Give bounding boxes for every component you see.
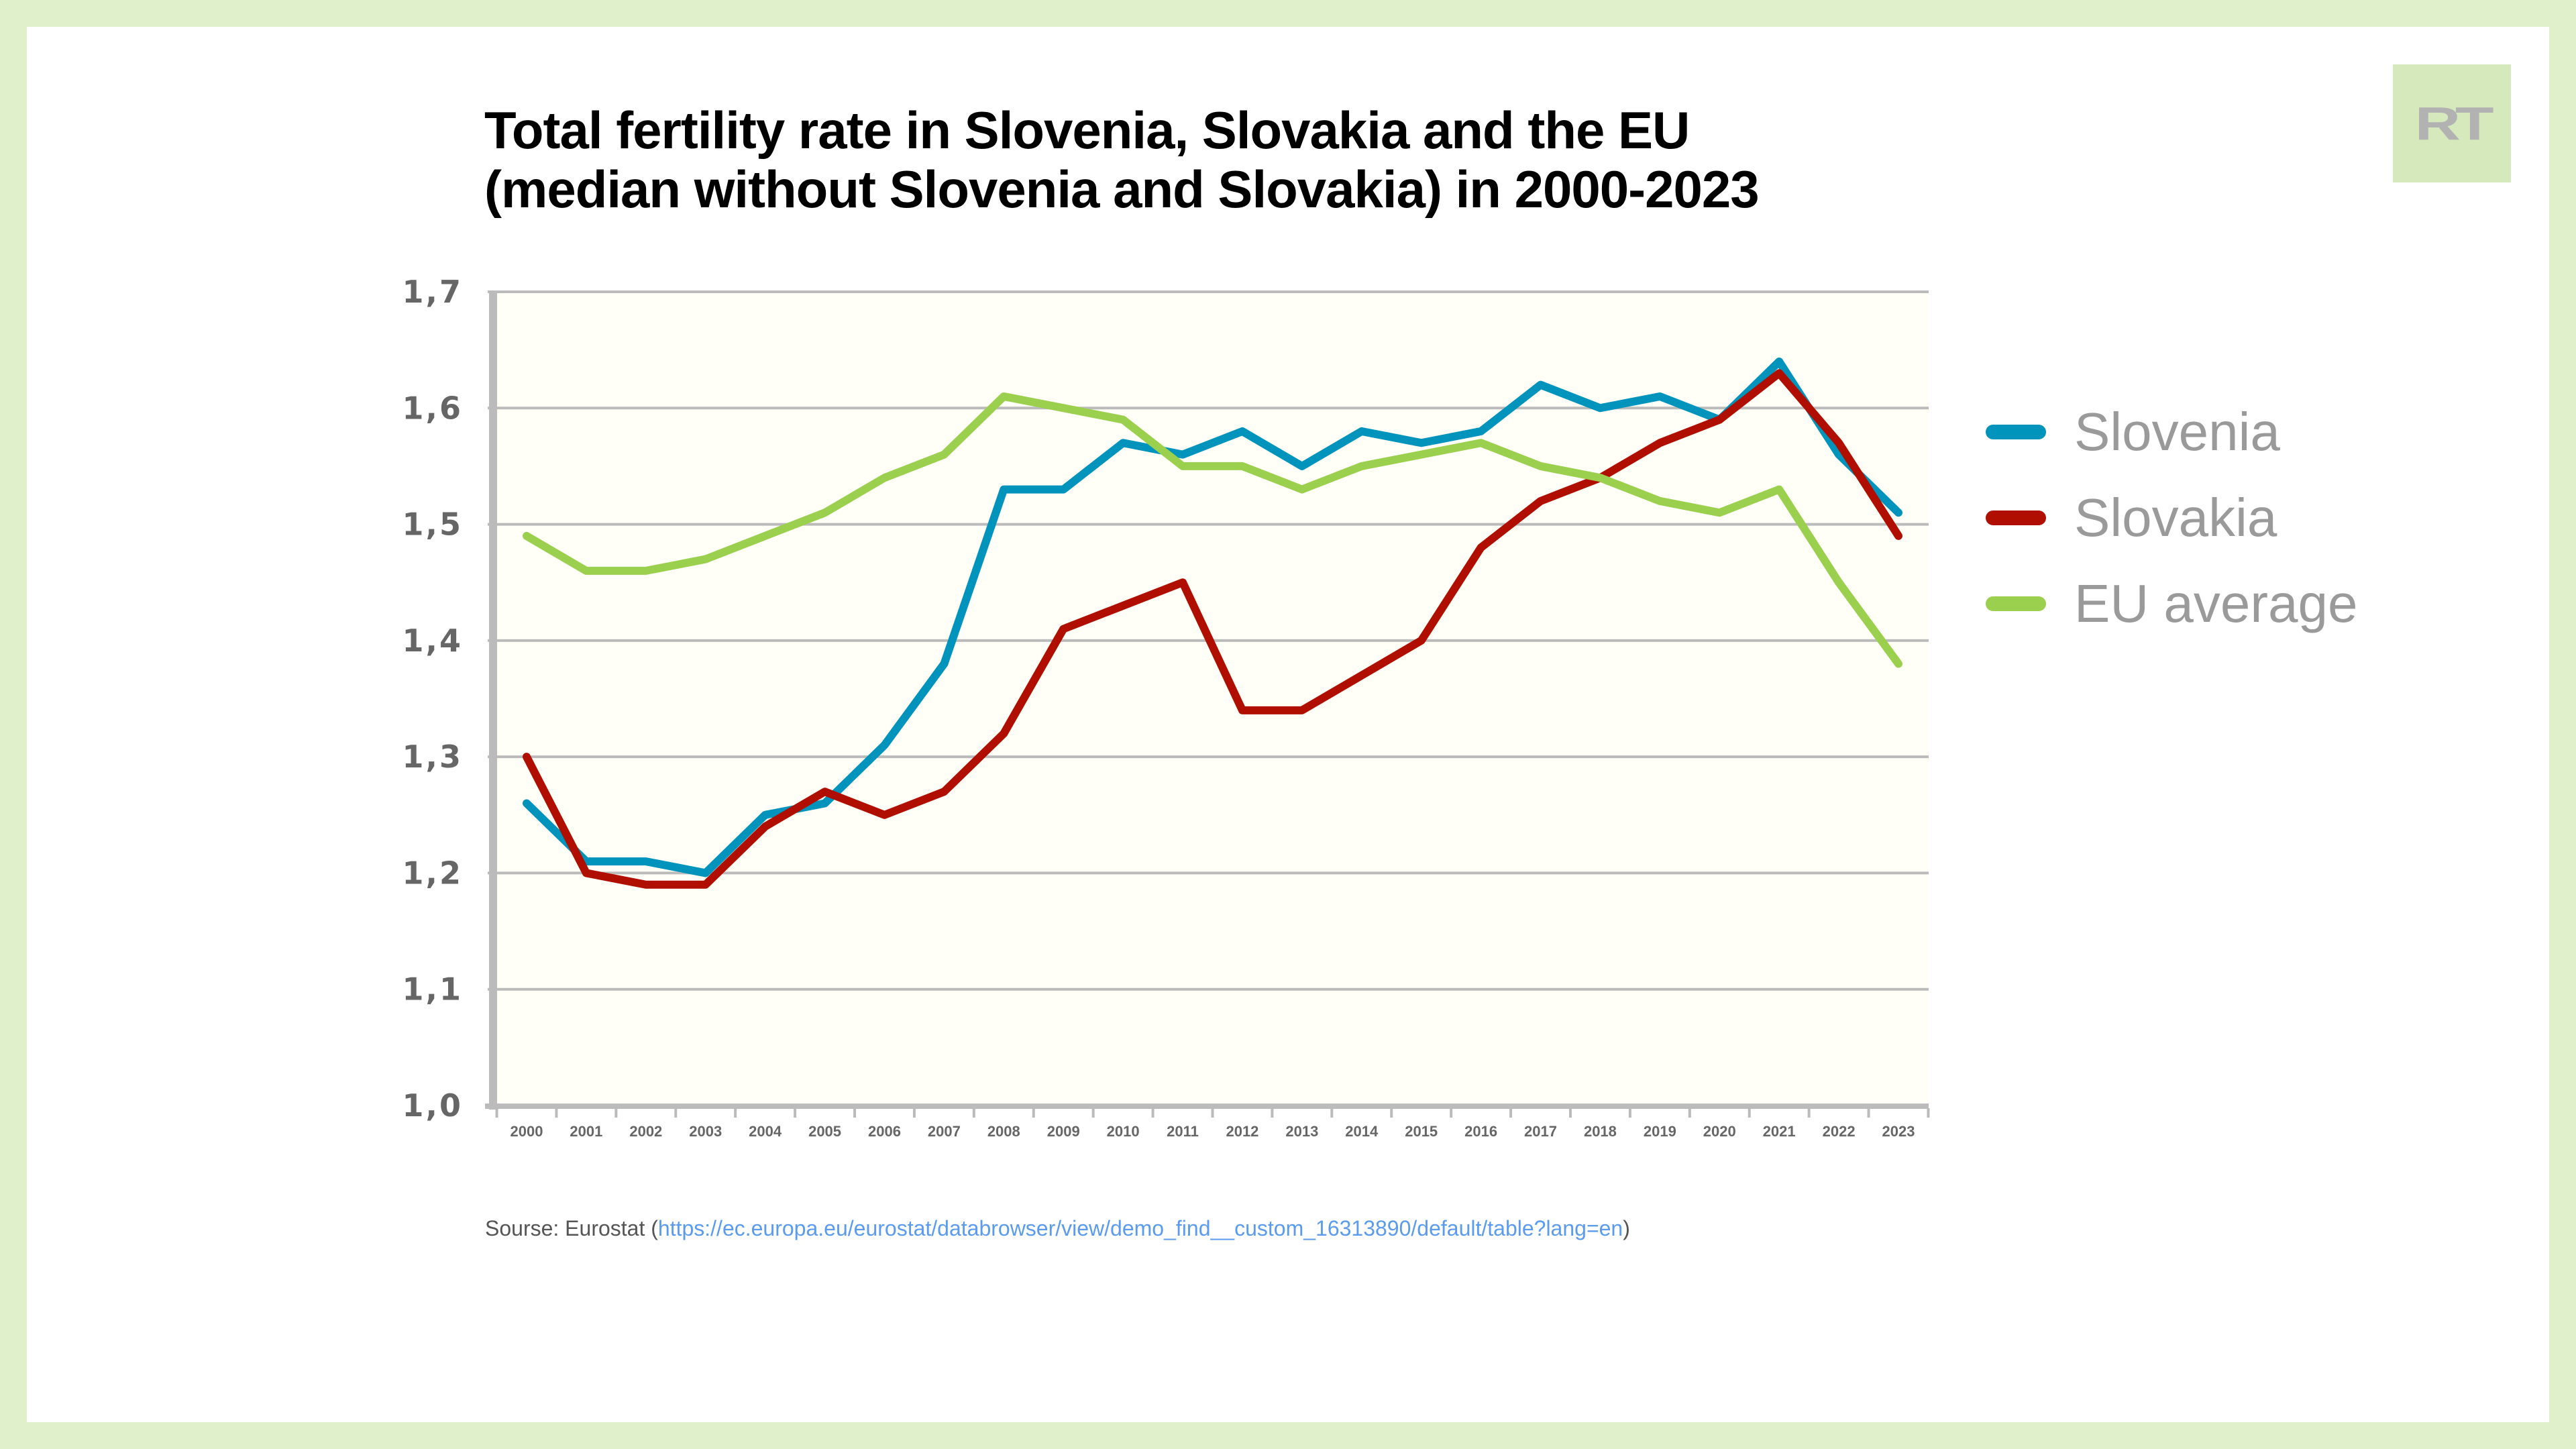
series-line-slovenia <box>523 357 1902 877</box>
y-tick-label: 1,3 <box>402 739 464 775</box>
series-lines <box>523 357 1902 889</box>
x-tick-label: 2012 <box>1226 1123 1258 1140</box>
source-suffix: ) <box>1623 1216 1630 1240</box>
y-tick-label: 1,5 <box>402 506 464 543</box>
source-prefix: Sourse: Eurostat ( <box>485 1216 658 1240</box>
rt-logo-text: RT <box>2415 97 2494 150</box>
rt-logo: RT <box>2393 64 2511 182</box>
x-tick-label: 2005 <box>808 1123 841 1140</box>
x-tick-label: 2019 <box>1644 1123 1676 1140</box>
legend: Slovenia Slovakia EU average <box>1986 389 2357 647</box>
legend-item-slovenia: Slovenia <box>1986 389 2357 475</box>
chart-title-line-2: (median without Slovenia and Slovakia) i… <box>484 160 1760 219</box>
x-tick-label: 2013 <box>1285 1123 1318 1140</box>
x-tick-label: 2018 <box>1584 1123 1617 1140</box>
chart-title-line-1: Total fertility rate in Slovenia, Slovak… <box>484 101 1690 160</box>
legend-item-slovakia: Slovakia <box>1986 475 2357 561</box>
y-tick-label: 1,7 <box>402 274 464 310</box>
x-tick-label: 2000 <box>511 1123 543 1140</box>
source-note: Sourse: Eurostat (https://ec.europa.eu/e… <box>485 1216 1630 1241</box>
y-tick-label: 1,2 <box>402 855 464 891</box>
x-tick-label: 2003 <box>689 1123 722 1140</box>
x-tick-label: 2001 <box>570 1123 602 1140</box>
x-tick-label: 2022 <box>1823 1123 1856 1140</box>
x-tick-label: 2017 <box>1524 1123 1557 1140</box>
x-tick-label: 2014 <box>1345 1123 1379 1140</box>
x-tick-label: 2023 <box>1882 1123 1915 1140</box>
legend-swatch-icon <box>1986 425 2046 439</box>
x-tick-label: 2020 <box>1703 1123 1736 1140</box>
x-tick-label: 2010 <box>1107 1123 1140 1140</box>
series-eu-average <box>523 392 1902 668</box>
y-tick-label: 1,4 <box>402 623 464 659</box>
x-tick-label: 2002 <box>629 1123 662 1140</box>
legend-item-eu-average: EU average <box>1986 561 2357 647</box>
x-tick-label: 2021 <box>1763 1123 1796 1140</box>
y-tick-label: 1,1 <box>402 971 464 1008</box>
x-tick-label: 2006 <box>868 1123 901 1140</box>
source-link[interactable]: https://ec.europa.eu/eurostat/databrowse… <box>657 1216 1623 1240</box>
series-line-slovakia <box>523 369 1902 889</box>
y-axis-ticks: 1,0 1,1 1,2 1,3 1,4 1,5 1,6 1,7 <box>402 274 464 1124</box>
x-tick-label: 2004 <box>749 1123 782 1140</box>
legend-swatch-icon <box>1986 511 2046 525</box>
x-tick-label: 2007 <box>928 1123 961 1140</box>
series-line-eu-average <box>523 392 1902 668</box>
x-axis-line <box>485 1104 1929 1109</box>
y-tick-label: 1,6 <box>402 390 464 426</box>
y-tick-label: 1,0 <box>402 1087 464 1124</box>
legend-label: EU average <box>2074 574 2358 633</box>
legend-swatch-icon <box>1986 596 2046 611</box>
legend-label: Slovakia <box>2074 488 2277 547</box>
x-tick-label: 2015 <box>1405 1123 1438 1140</box>
x-tick-label: 2008 <box>987 1123 1020 1140</box>
x-tick-label: 2011 <box>1167 1123 1199 1140</box>
series-slovenia <box>523 357 1902 877</box>
x-axis-ticks: 2000 2001 2002 2003 2004 2005 2006 2007 2008 2009… <box>495 1108 1930 1140</box>
chart-title: Total fertility rate in Slovenia, Slovak… <box>484 101 1960 219</box>
y-axis-line <box>489 292 497 1110</box>
x-tick-label: 2016 <box>1464 1123 1497 1140</box>
axes <box>485 292 1929 1110</box>
x-tick-label: 2009 <box>1047 1123 1080 1140</box>
legend-label: Slovenia <box>2074 402 2280 462</box>
